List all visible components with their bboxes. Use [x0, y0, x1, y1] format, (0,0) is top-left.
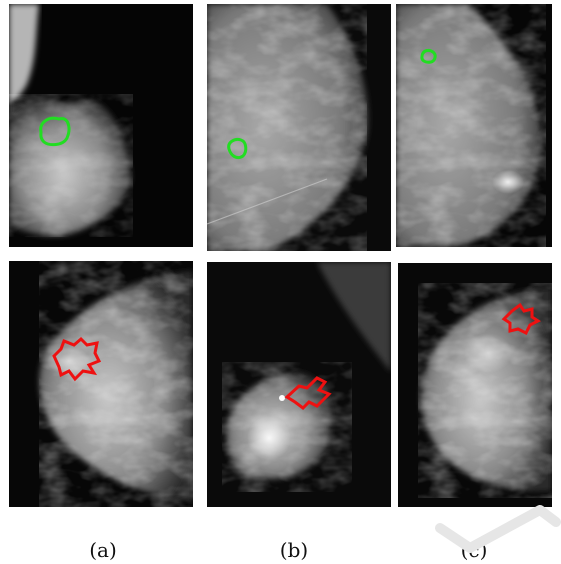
caption-b: (b) — [279, 538, 309, 562]
benign-outline — [227, 138, 248, 160]
mammogram-b-bottom — [207, 262, 391, 507]
benign-outline — [39, 116, 71, 147]
mammogram-a-bottom — [9, 261, 193, 507]
malignant-outline — [284, 376, 332, 410]
mammogram-b-top — [207, 4, 391, 251]
caption-c: (c) — [460, 538, 488, 562]
mammogram-c-bottom — [398, 263, 552, 507]
malignant-outline — [52, 336, 102, 382]
malignant-outline — [501, 302, 541, 336]
mammogram-a-top — [9, 4, 193, 247]
mammogram-c-top — [396, 4, 552, 247]
benign-outline — [420, 48, 437, 64]
caption-a: (a) — [89, 538, 117, 562]
